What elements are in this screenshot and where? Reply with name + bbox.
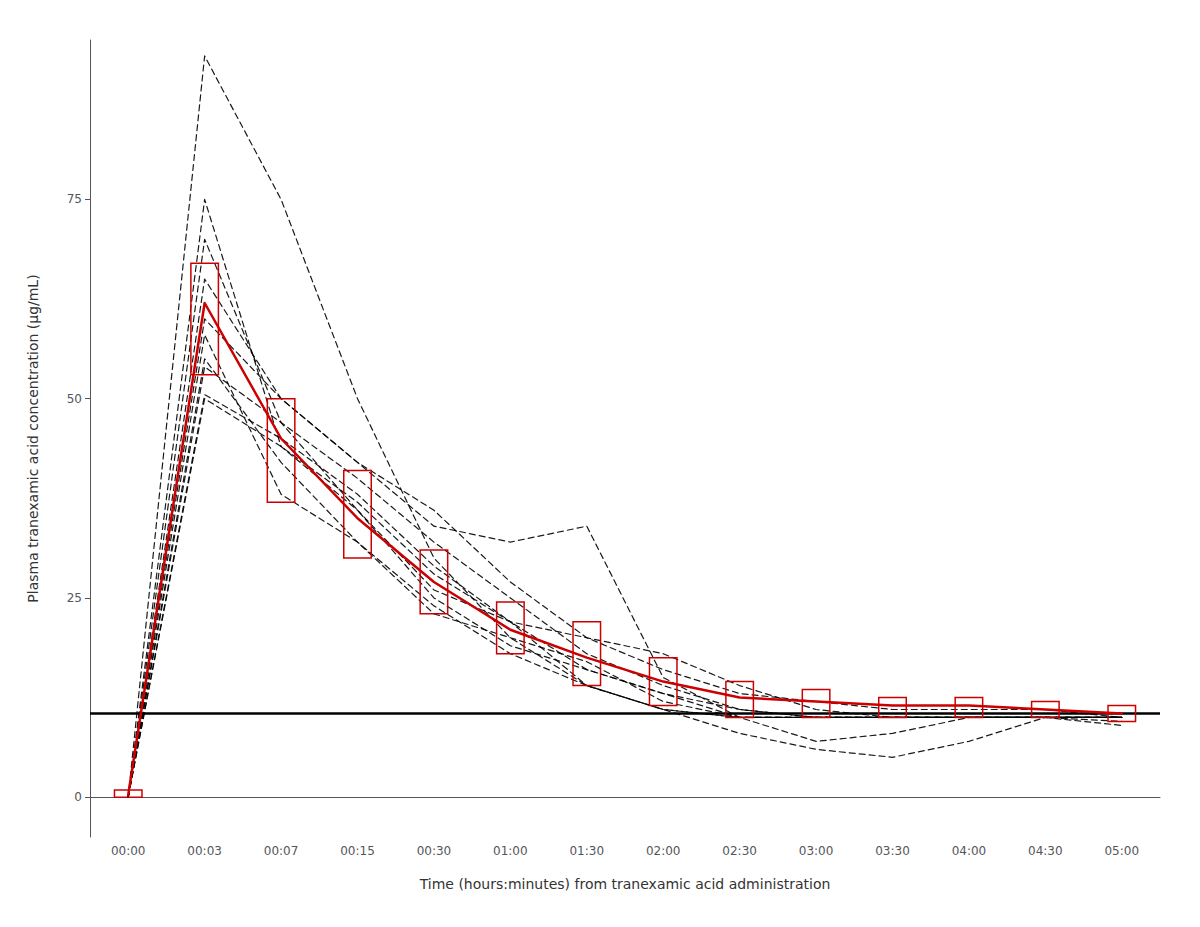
svg-text:01:00: 01:00: [493, 844, 528, 858]
svg-text:25: 25: [67, 591, 82, 605]
svg-text:02:00: 02:00: [646, 844, 681, 858]
svg-text:02:30: 02:30: [722, 844, 757, 858]
svg-text:0: 0: [74, 790, 82, 804]
svg-text:03:30: 03:30: [875, 844, 910, 858]
svg-text:01:30: 01:30: [569, 844, 604, 858]
svg-text:75: 75: [67, 192, 82, 206]
svg-text:00:30: 00:30: [417, 844, 452, 858]
svg-text:00:03: 00:03: [187, 844, 222, 858]
svg-text:00:00: 00:00: [111, 844, 146, 858]
svg-text:04:00: 04:00: [952, 844, 987, 858]
svg-text:Plasma tranexamic acid concent: Plasma tranexamic acid concentration (μg…: [25, 274, 41, 602]
svg-text:50: 50: [67, 392, 82, 406]
svg-text:04:30: 04:30: [1028, 844, 1063, 858]
svg-text:00:07: 00:07: [264, 844, 299, 858]
svg-text:03:00: 03:00: [799, 844, 834, 858]
svg-text:05:00: 05:00: [1104, 844, 1139, 858]
svg-text:Time (hours:minutes) from tran: Time (hours:minutes) from tranexamic aci…: [419, 876, 831, 892]
svg-text:00:15: 00:15: [340, 844, 375, 858]
